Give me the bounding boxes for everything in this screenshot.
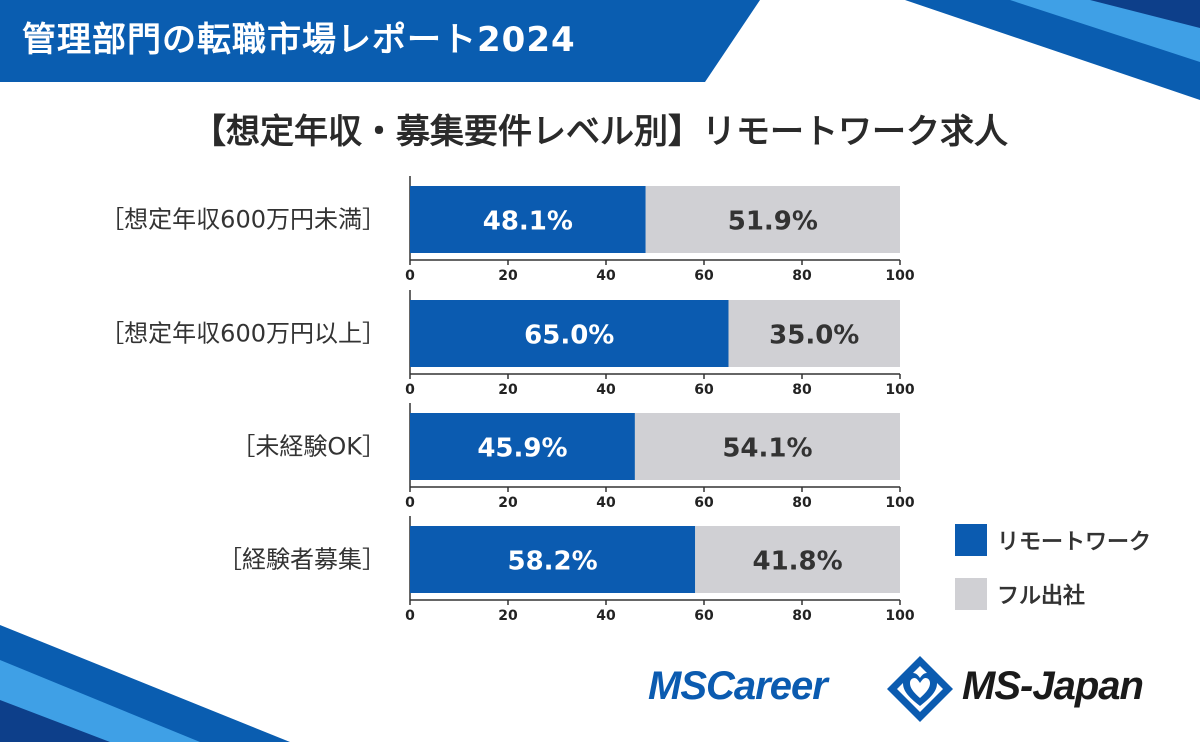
- x-tick-label: 60: [694, 382, 714, 398]
- x-tick-label: 20: [498, 495, 518, 511]
- bar-value-label: 45.9%: [477, 434, 567, 464]
- x-tick-label: 60: [694, 608, 714, 624]
- x-tick-label: 0: [405, 268, 415, 284]
- x-tick-label: 40: [596, 495, 616, 511]
- x-tick-label: 40: [596, 268, 616, 284]
- bar-value-label: 58.2%: [507, 547, 597, 577]
- x-tick-label: 100: [885, 495, 914, 511]
- category-label: ［未経験OK］: [231, 433, 386, 461]
- bar-segment-office: [645, 186, 900, 253]
- bar-value-label: 48.1%: [483, 207, 573, 237]
- x-tick-label: 60: [694, 495, 714, 511]
- bar-segment-office: [634, 413, 900, 480]
- bar-segment-office: [695, 526, 900, 593]
- bar-segment-remote: [410, 186, 646, 253]
- bar-value-label: 35.0%: [769, 321, 859, 351]
- x-tick-label: 80: [792, 608, 812, 624]
- x-tick-label: 0: [405, 495, 415, 511]
- bar-value-label: 51.9%: [728, 207, 818, 237]
- x-tick-label: 100: [885, 268, 914, 284]
- x-tick-label: 40: [596, 608, 616, 624]
- bar-value-label: 41.8%: [752, 547, 842, 577]
- legend-item-remote: リモートワーク: [955, 523, 1151, 557]
- x-tick-label: 20: [498, 608, 518, 624]
- legend-label-remote: リモートワーク: [997, 530, 1152, 555]
- x-tick-label: 20: [498, 382, 518, 398]
- legend-swatch-remote: [955, 524, 987, 556]
- bottom-left-stripe-dark: [0, 700, 110, 742]
- category-label: ［想定年収600万円以上］: [100, 320, 386, 348]
- category-label: ［想定年収600万円未満］: [100, 206, 386, 234]
- x-tick-label: 0: [405, 608, 415, 624]
- x-tick-label: 80: [792, 382, 812, 398]
- legend-swatch-office: [955, 578, 987, 610]
- chart-title: 【想定年収・募集要件レベル別】リモートワーク求人: [192, 112, 1008, 152]
- top-right-stripe-dark: [1090, 0, 1200, 28]
- legend: リモートワーク フル出社: [955, 523, 1151, 631]
- x-tick-label: 60: [694, 268, 714, 284]
- x-tick-label: 20: [498, 268, 518, 284]
- legend-item-office: フル出社: [955, 577, 1151, 611]
- bar-value-label: 65.0%: [524, 321, 614, 351]
- x-tick-label: 80: [792, 495, 812, 511]
- mscareer-logo: MSCareer: [648, 664, 828, 708]
- x-tick-label: 100: [885, 608, 914, 624]
- logo-area: MSCareer MS-Japan: [640, 648, 1180, 728]
- banner-title: 管理部門の転職市場レポート2024: [22, 20, 576, 60]
- x-tick-label: 0: [405, 382, 415, 398]
- category-label: ［経験者募集］: [218, 546, 386, 574]
- bar-segment-remote: [410, 526, 696, 593]
- bar-segment-office: [728, 300, 900, 367]
- x-tick-label: 80: [792, 268, 812, 284]
- x-tick-label: 40: [596, 382, 616, 398]
- ms-japan-emblem-icon: [887, 656, 953, 722]
- header-banner: [0, 0, 760, 82]
- legend-label-office: フル出社: [997, 584, 1086, 609]
- ms-japan-logo: MS-Japan: [962, 664, 1144, 708]
- bar-segment-remote: [410, 413, 635, 480]
- bar-value-label: 54.1%: [722, 434, 812, 464]
- bar-segment-remote: [410, 300, 729, 367]
- x-tick-label: 100: [885, 382, 914, 398]
